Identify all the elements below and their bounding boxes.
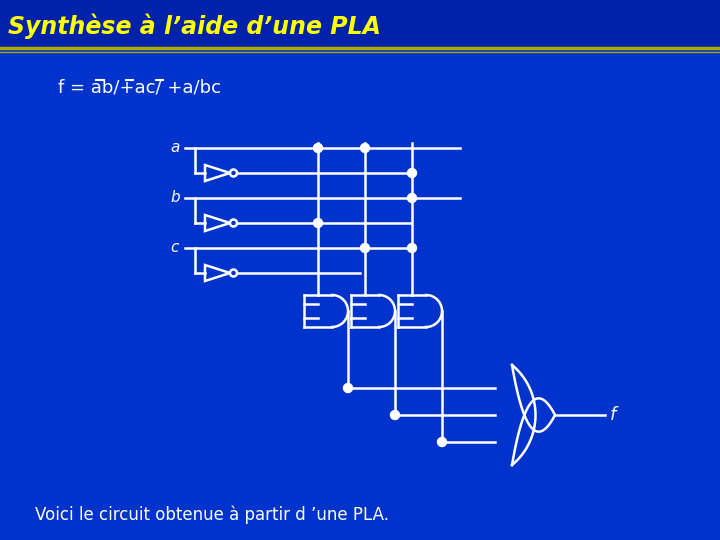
Text: f = ab/+ac/ +a/bc: f = ab/+ac/ +a/bc [58,79,221,97]
Text: f: f [610,406,616,424]
Text: b: b [170,191,179,206]
Circle shape [390,410,400,420]
Circle shape [408,193,416,202]
Circle shape [313,144,323,152]
Circle shape [361,244,369,253]
Circle shape [438,437,446,447]
Circle shape [313,219,323,227]
Circle shape [408,244,416,253]
Bar [0,0,720,48]
Circle shape [408,168,416,178]
Circle shape [343,383,353,393]
Text: a: a [170,140,179,156]
Text: c: c [170,240,179,255]
Text: Voici le circuit obtenue à partir d ’une PLA.: Voici le circuit obtenue à partir d ’une… [35,506,389,524]
Circle shape [361,144,369,152]
Text: Synthèse à l’aide d’une PLA: Synthèse à l’aide d’une PLA [8,14,381,39]
